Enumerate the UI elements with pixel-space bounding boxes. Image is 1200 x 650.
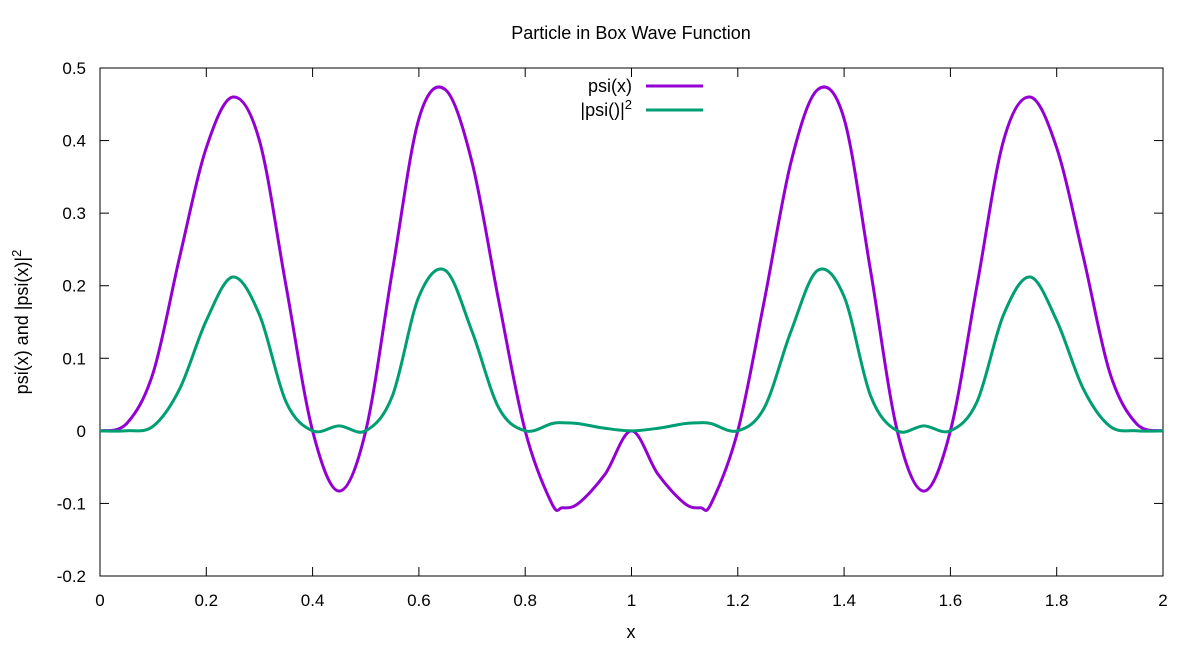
y-tick-label: 0.4 [62, 132, 86, 151]
x-axis-ticks: 0 0.2 0.4 0.6 0.8 1 1.2 1.4 1.6 1.8 2 [95, 68, 1168, 610]
y-axis-ticks: -0.2 -0.1 0 0.1 0.2 0.3 0.4 0.5 [57, 59, 1163, 586]
y-axis-label: psi(x) and |psi(x)|2 [9, 250, 33, 395]
series-line-psi-squared [99, 267, 1164, 434]
x-tick-label: 1.2 [726, 591, 750, 610]
x-tick-label: 1.8 [1045, 591, 1069, 610]
y-axis-label-superscript: 2 [9, 250, 24, 257]
x-tick-label: 0.2 [194, 591, 218, 610]
x-tick-label: 1.4 [832, 591, 856, 610]
y-tick-label: 0 [77, 422, 86, 441]
x-tick-label: 0 [95, 591, 104, 610]
x-tick-label: 1.6 [939, 591, 963, 610]
legend-label: |psi()|2 [580, 97, 632, 121]
series-line-psi [99, 85, 1164, 512]
y-tick-label: 0.2 [62, 277, 86, 296]
legend-label: psi(x) [588, 76, 632, 96]
y-tick-label: 0.3 [62, 204, 86, 223]
y-tick-label: 0.1 [62, 349, 86, 368]
x-tick-label: 0.4 [301, 591, 325, 610]
x-tick-label: 0.6 [407, 591, 431, 610]
y-tick-label: -0.2 [57, 567, 86, 586]
y-axis-label-text: psi(x) and |psi(x)| [12, 257, 32, 394]
y-tick-label: -0.1 [57, 494, 86, 513]
y-tick-label: 0.5 [62, 59, 86, 78]
series-layer [99, 85, 1164, 512]
x-tick-label: 2 [1158, 591, 1167, 610]
legend: psi(x)|psi()|2 [580, 76, 703, 120]
chart-title: Particle in Box Wave Function [511, 23, 750, 43]
x-tick-label: 1 [627, 591, 636, 610]
x-tick-label: 0.8 [513, 591, 537, 610]
x-axis-label: x [627, 622, 636, 642]
